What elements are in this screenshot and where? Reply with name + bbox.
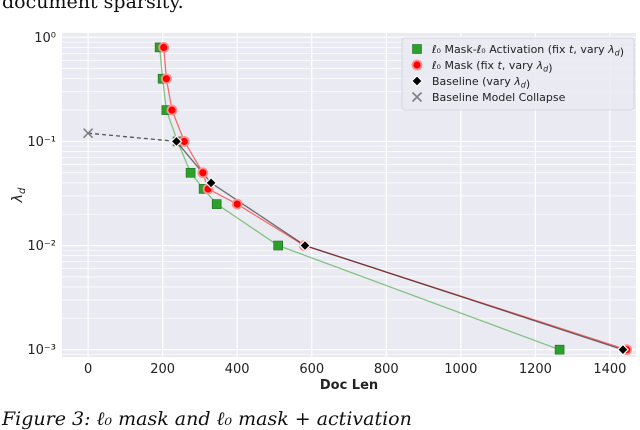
y-tick-label: 10⁻³ [27, 343, 56, 358]
x-tick-label: 1000 [444, 362, 477, 377]
caption-bottom-text: Figure 3: ℓ₀ mask and ℓ₀ mask + activati… [2, 408, 412, 430]
series-1-point-6 [231, 198, 243, 210]
x-tick-label: 1200 [519, 362, 552, 377]
legend-marker-3 [411, 91, 423, 103]
y-tick-label: 10⁰ [34, 31, 56, 46]
series-2-point-2 [298, 239, 312, 252]
grid-lines [62, 33, 636, 357]
legend-entry-3: Baseline Model Collapse [432, 91, 566, 104]
legend-entry-1: ℓ₀ Mask (fix t, vary λd) [431, 59, 553, 75]
legend-box [401, 37, 635, 111]
x-axis-label: Doc Len [320, 378, 378, 393]
x-tick-label: 400 [225, 362, 250, 377]
collapse-link-line [88, 132, 177, 143]
legend-marker-1 [411, 59, 423, 71]
legend-marker-2 [410, 74, 424, 88]
series-0-point-8 [554, 344, 565, 355]
x-tick-label: 800 [374, 362, 399, 377]
series-1-point-2 [166, 104, 178, 116]
series-0-point-7 [273, 240, 283, 251]
legend-entry-2: Baseline (vary λd) [432, 75, 530, 91]
series-2-point-1 [205, 176, 218, 189]
y-tick-label: 10⁻¹ [27, 135, 56, 150]
series-3-point-0 [83, 128, 94, 139]
x-tick-label: 600 [299, 362, 324, 377]
y-tick-label: 10⁻² [27, 239, 56, 254]
legend: ℓ₀ Mask-ℓ₀ Activation (fix t, vary λd)ℓ₀… [401, 37, 635, 111]
y-axis-label: λd [10, 187, 28, 203]
series-1-point-0 [158, 41, 170, 53]
legend-marker-0 [412, 44, 422, 54]
series-0-point-4 [185, 167, 196, 178]
tick-labels: 0 200 400 600 800 1000 1200 1400 10⁻³ 10⁻² 10⁻¹ 10⁰ [27, 31, 626, 377]
x-tick-label: 200 [150, 362, 175, 377]
series-2-point-0 [170, 135, 183, 148]
series-markers [83, 41, 633, 356]
series-1-point-4 [197, 167, 209, 179]
series-1-point-1 [160, 73, 172, 85]
series-0-point-6 [211, 199, 222, 209]
series-2-point-3 [616, 343, 629, 356]
x-tick-label: 1400 [593, 362, 626, 377]
x-tick-label: 0 [84, 362, 92, 377]
legend-entry-0: ℓ₀ Mask-ℓ₀ Activation (fix t, vary λd) [431, 43, 624, 59]
caption-top-text: document sparsity. [2, 0, 184, 13]
series-line-2 [175, 140, 624, 351]
